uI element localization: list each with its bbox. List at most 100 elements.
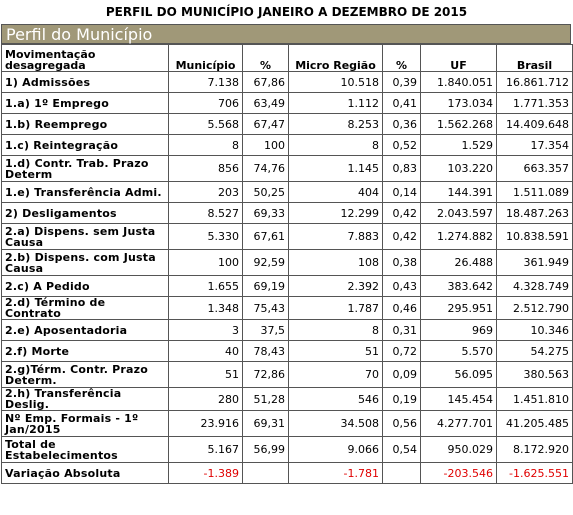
cell-micro-regiao: 108 (288, 249, 383, 276)
row-label: Total de Estabelecimentos (1, 436, 169, 463)
cell-brasil: 380.563 (496, 361, 573, 388)
cell-brasil: -1.625.551 (496, 462, 573, 484)
cell-pct-micro: 0,39 (382, 71, 421, 93)
table-body: 1) Admissões 7.138 67,86 10.518 0,39 1.840.05… (1, 71, 573, 484)
cell-brasil: 4.328.749 (496, 275, 573, 297)
col-header-brasil: Brasil (496, 44, 573, 72)
cell-municipio: 1.655 (168, 275, 243, 297)
cell-uf: 950.029 (420, 436, 497, 463)
table-row: Total de Estabelecimentos 5.167 56,99 9.066… (1, 436, 573, 463)
table-row: 1.c) Reintegração 8 100 8 0,52 1.529 17.354 (1, 134, 573, 156)
cell-pct-municipio: 67,86 (242, 71, 289, 93)
cell-uf: 4.277.701 (420, 410, 497, 437)
cell-uf: 173.034 (420, 92, 497, 114)
cell-uf: 145.454 (420, 387, 497, 411)
cell-pct-municipio: 69,33 (242, 202, 289, 224)
cell-brasil: 18.487.263 (496, 202, 573, 224)
cell-municipio: 706 (168, 92, 243, 114)
cell-municipio: 23.916 (168, 410, 243, 437)
cell-municipio: 280 (168, 387, 243, 411)
cell-brasil: 17.354 (496, 134, 573, 156)
cell-uf: 1.274.882 (420, 223, 497, 250)
cell-micro-regiao: 404 (288, 181, 383, 203)
cell-pct-municipio: 78,43 (242, 340, 289, 362)
cell-municipio: 100 (168, 249, 243, 276)
row-label: 2.h) Transferência Deslig. (1, 387, 169, 411)
cell-brasil: 10.838.591 (496, 223, 573, 250)
cell-pct-micro (382, 462, 421, 484)
cell-micro-regiao: 546 (288, 387, 383, 411)
cell-uf: 295.951 (420, 296, 497, 320)
table-row: 2.h) Transferência Deslig. 280 51,28 546 0,1… (1, 387, 573, 411)
cell-pct-municipio: 51,28 (242, 387, 289, 411)
cell-micro-regiao: 7.883 (288, 223, 383, 250)
cell-municipio: 5.568 (168, 113, 243, 135)
cell-pct-micro: 0,42 (382, 223, 421, 250)
col-header-pct-municipio: % (242, 44, 289, 72)
row-label: 2) Desligamentos (1, 202, 169, 224)
cell-municipio: -1.389 (168, 462, 243, 484)
table-row: 1.d) Contr. Trab. Prazo Determ 856 74,76 1.… (1, 155, 573, 182)
cell-brasil: 663.357 (496, 155, 573, 182)
cell-pct-micro: 0,54 (382, 436, 421, 463)
cell-municipio: 8 (168, 134, 243, 156)
cell-uf: 383.642 (420, 275, 497, 297)
row-label: 1.b) Reemprego (1, 113, 169, 135)
cell-uf: 1.529 (420, 134, 497, 156)
cell-municipio: 40 (168, 340, 243, 362)
table-row: 2) Desligamentos 8.527 69,33 12.299 0,42 2.04… (1, 202, 573, 224)
section-banner: Perfil do Município (1, 24, 571, 44)
cell-uf: -203.546 (420, 462, 497, 484)
cell-municipio: 3 (168, 319, 243, 341)
cell-micro-regiao: 8 (288, 319, 383, 341)
table-row: 1.a) 1º Emprego 706 63,49 1.112 0,41 173.034 1… (1, 92, 573, 114)
table-row: Nº Emp. Formais - 1º Jan/2015 23.916 69,31… (1, 410, 573, 437)
table-row: Variação Absoluta -1.389 -1.781 -203.546 -1.… (1, 462, 573, 484)
cell-uf: 2.043.597 (420, 202, 497, 224)
table-row: 2.e) Aposentadoria 3 37,5 8 0,31 969 10.346 (1, 319, 573, 341)
cell-brasil: 10.346 (496, 319, 573, 341)
cell-uf: 144.391 (420, 181, 497, 203)
cell-pct-municipio: 100 (242, 134, 289, 156)
cell-brasil: 1.771.353 (496, 92, 573, 114)
row-label: 1.e) Transferência Admi. (1, 181, 169, 203)
employment-table: Movimentação desagregada Município % Mic… (1, 44, 573, 484)
cell-municipio: 51 (168, 361, 243, 388)
row-label: 1.d) Contr. Trab. Prazo Determ (1, 155, 169, 182)
cell-pct-micro: 0,19 (382, 387, 421, 411)
cell-brasil: 1.451.810 (496, 387, 573, 411)
table-row: 2.g)Térm. Contr. Prazo Determ. 51 72,86 70 0… (1, 361, 573, 388)
row-label: 2.c) A Pedido (1, 275, 169, 297)
cell-pct-municipio: 67,61 (242, 223, 289, 250)
cell-pct-municipio: 63,49 (242, 92, 289, 114)
cell-pct-municipio: 75,43 (242, 296, 289, 320)
col-header-micro-regiao: Micro Região (288, 44, 383, 72)
cell-pct-micro: 0,42 (382, 202, 421, 224)
cell-municipio: 856 (168, 155, 243, 182)
cell-pct-municipio: 50,25 (242, 181, 289, 203)
cell-micro-regiao: 34.508 (288, 410, 383, 437)
col-header-municipio: Município (168, 44, 243, 72)
col-header-movimentacao: Movimentação desagregada (1, 44, 169, 72)
cell-pct-micro: 0,46 (382, 296, 421, 320)
cell-pct-micro: 0,83 (382, 155, 421, 182)
row-label: 2.b) Dispens. com Justa Causa (1, 249, 169, 276)
row-label: 2.e) Aposentadoria (1, 319, 169, 341)
cell-pct-municipio: 74,76 (242, 155, 289, 182)
row-label: 2.a) Dispens. sem Justa Causa (1, 223, 169, 250)
cell-micro-regiao: 1.787 (288, 296, 383, 320)
cell-pct-micro: 0,09 (382, 361, 421, 388)
page-title: PERFIL DO MUNICÍPIO JANEIRO A DEZEMBRO D… (105, 5, 468, 19)
cell-uf: 969 (420, 319, 497, 341)
cell-micro-regiao: 10.518 (288, 71, 383, 93)
cell-pct-municipio: 72,86 (242, 361, 289, 388)
cell-brasil: 8.172.920 (496, 436, 573, 463)
cell-micro-regiao: 8.253 (288, 113, 383, 135)
row-label: 2.d) Término de Contrato (1, 296, 169, 320)
row-label: 2.f) Morte (1, 340, 169, 362)
cell-uf: 56.095 (420, 361, 497, 388)
cell-micro-regiao: 9.066 (288, 436, 383, 463)
cell-brasil: 2.512.790 (496, 296, 573, 320)
cell-pct-micro: 0,41 (382, 92, 421, 114)
